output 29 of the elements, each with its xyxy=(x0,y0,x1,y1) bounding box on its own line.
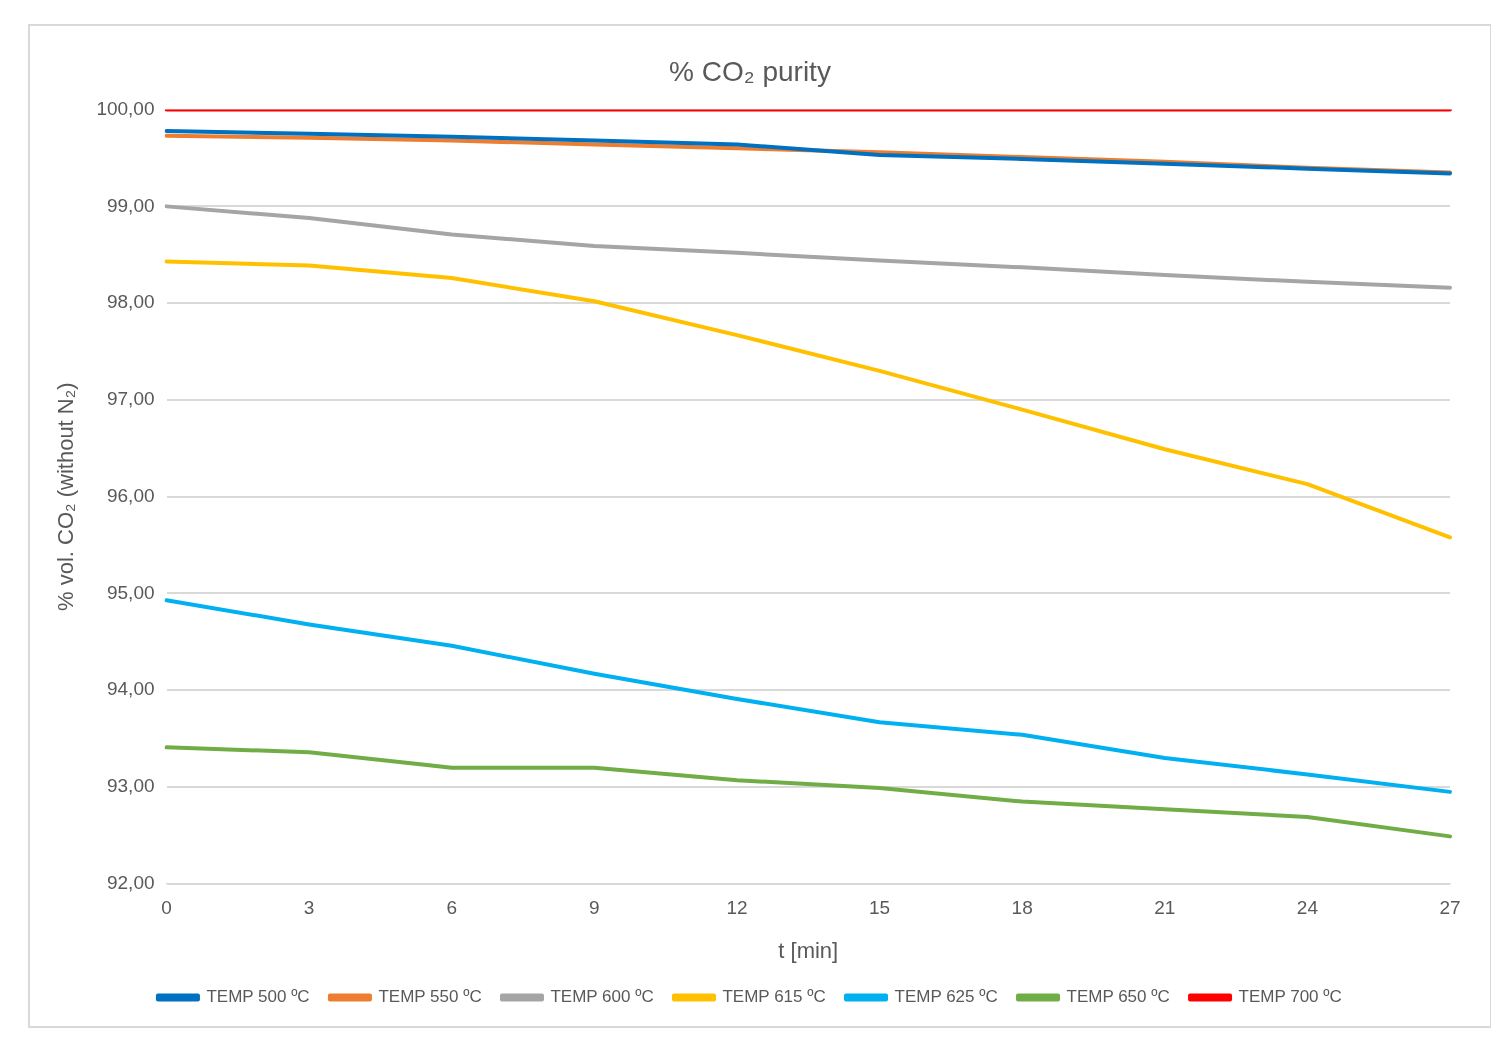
y-tick-label: 93,00 xyxy=(106,775,155,797)
legend-label: TEMP 600 ºC xyxy=(550,987,654,1007)
x-tick-label: 21 xyxy=(1154,897,1176,919)
y-tick-label: 99,00 xyxy=(106,194,155,216)
x-tick-label: 15 xyxy=(868,897,891,919)
x-tick-label: 6 xyxy=(446,897,458,919)
x-tick-label: 0 xyxy=(161,897,172,919)
x-tick-label: 9 xyxy=(589,897,600,919)
legend-label: TEMP 700 ºC xyxy=(1238,987,1342,1007)
legend-label: TEMP 625 ºC xyxy=(894,987,998,1007)
y-tick-label: 94,00 xyxy=(106,678,155,700)
x-axis-title: t [min] xyxy=(778,937,839,963)
legend-label: TEMP 615 ºC xyxy=(722,987,826,1007)
legend-label: TEMP 550 ºC xyxy=(378,987,482,1007)
y-tick-label: 96,00 xyxy=(106,484,155,506)
y-axis-title: % vol. CO₂ (without N₂) xyxy=(53,382,79,611)
x-tick-label: 12 xyxy=(726,897,748,919)
x-tick-label: 27 xyxy=(1439,897,1461,919)
x-tick-label: 18 xyxy=(1011,897,1033,919)
y-tick-label: 97,00 xyxy=(106,388,155,410)
chart-title: % CO₂ purity xyxy=(669,55,831,87)
x-tick-label: 24 xyxy=(1296,897,1319,919)
y-tick-label: 95,00 xyxy=(106,581,155,603)
y-tick-label: 92,00 xyxy=(106,872,155,894)
x-tick-label: 3 xyxy=(303,897,315,919)
legend-label: TEMP 650 ºC xyxy=(1066,987,1170,1007)
y-tick-label: 100,00 xyxy=(96,97,155,119)
y-tick-label: 98,00 xyxy=(106,291,155,313)
legend-label: TEMP 500 ºC xyxy=(206,987,310,1007)
